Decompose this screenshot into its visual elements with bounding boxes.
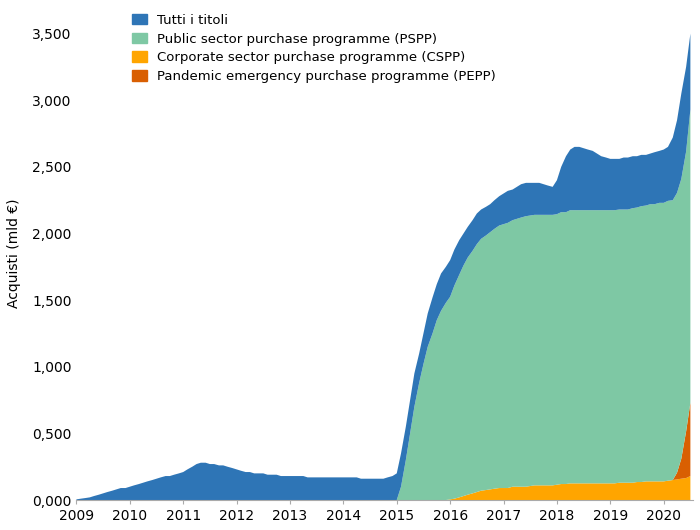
Legend: Tutti i titoli, Public sector purchase programme (PSPP), Corporate sector purcha: Tutti i titoli, Public sector purchase p…: [132, 14, 496, 83]
Y-axis label: Acquisti (mld €): Acquisti (mld €): [7, 199, 21, 308]
